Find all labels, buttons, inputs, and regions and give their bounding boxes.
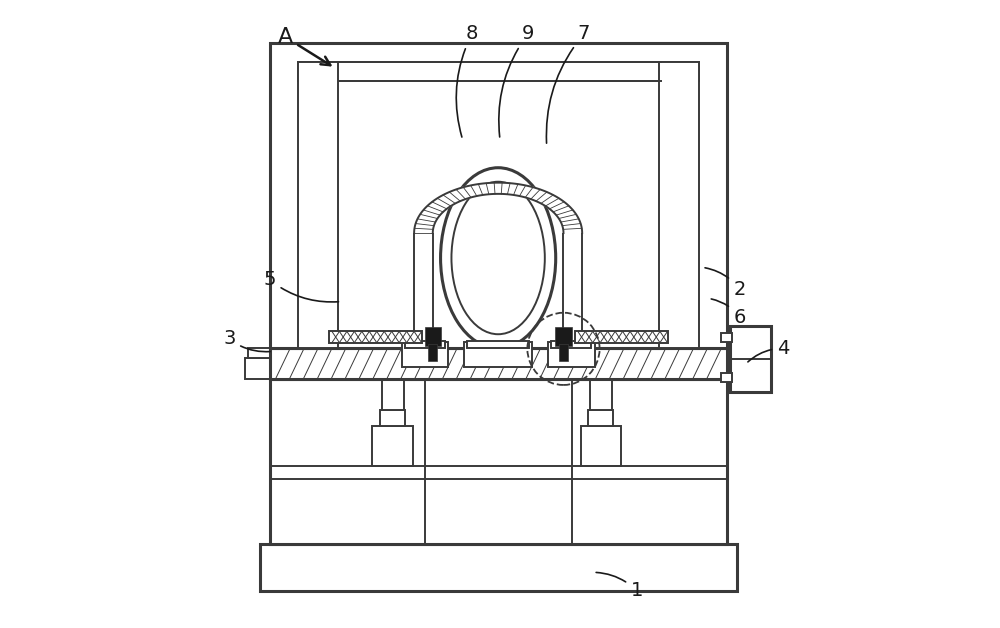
Bar (721, 357, 752, 379)
Bar (245, 357, 276, 379)
Bar (402, 342, 448, 367)
Text: 6: 6 (711, 299, 746, 327)
Bar (724, 349, 749, 357)
Bar (581, 426, 621, 467)
Bar (270, 379, 727, 544)
Bar (382, 379, 404, 411)
Bar (298, 62, 338, 349)
Bar (721, 333, 732, 342)
Bar (467, 341, 529, 349)
Bar (575, 332, 668, 343)
Text: 1: 1 (596, 573, 643, 600)
Bar (428, 344, 437, 361)
Bar (298, 62, 699, 80)
Text: 2: 2 (705, 268, 746, 298)
Bar (555, 327, 572, 346)
Bar (464, 342, 532, 367)
Bar (260, 544, 737, 591)
Bar (329, 332, 422, 343)
Bar (248, 349, 273, 357)
Polygon shape (414, 183, 582, 233)
Bar (559, 344, 568, 361)
Bar (372, 426, 413, 467)
Bar (659, 62, 699, 349)
Bar (425, 327, 441, 346)
Text: 3: 3 (223, 330, 270, 352)
Bar (270, 349, 727, 379)
Ellipse shape (451, 181, 545, 334)
Text: 7: 7 (546, 24, 590, 143)
Bar (730, 327, 771, 392)
Text: 8: 8 (456, 24, 478, 137)
Text: 4: 4 (748, 338, 789, 362)
Bar (721, 373, 732, 382)
Bar (588, 411, 613, 426)
Ellipse shape (441, 168, 556, 349)
Bar (270, 43, 727, 349)
Bar (551, 341, 591, 349)
Bar (548, 342, 595, 367)
Text: 5: 5 (263, 270, 339, 302)
Text: 9: 9 (499, 24, 534, 137)
Bar (405, 341, 445, 349)
Text: A: A (278, 27, 330, 65)
Bar (380, 411, 405, 426)
Bar (590, 379, 612, 411)
